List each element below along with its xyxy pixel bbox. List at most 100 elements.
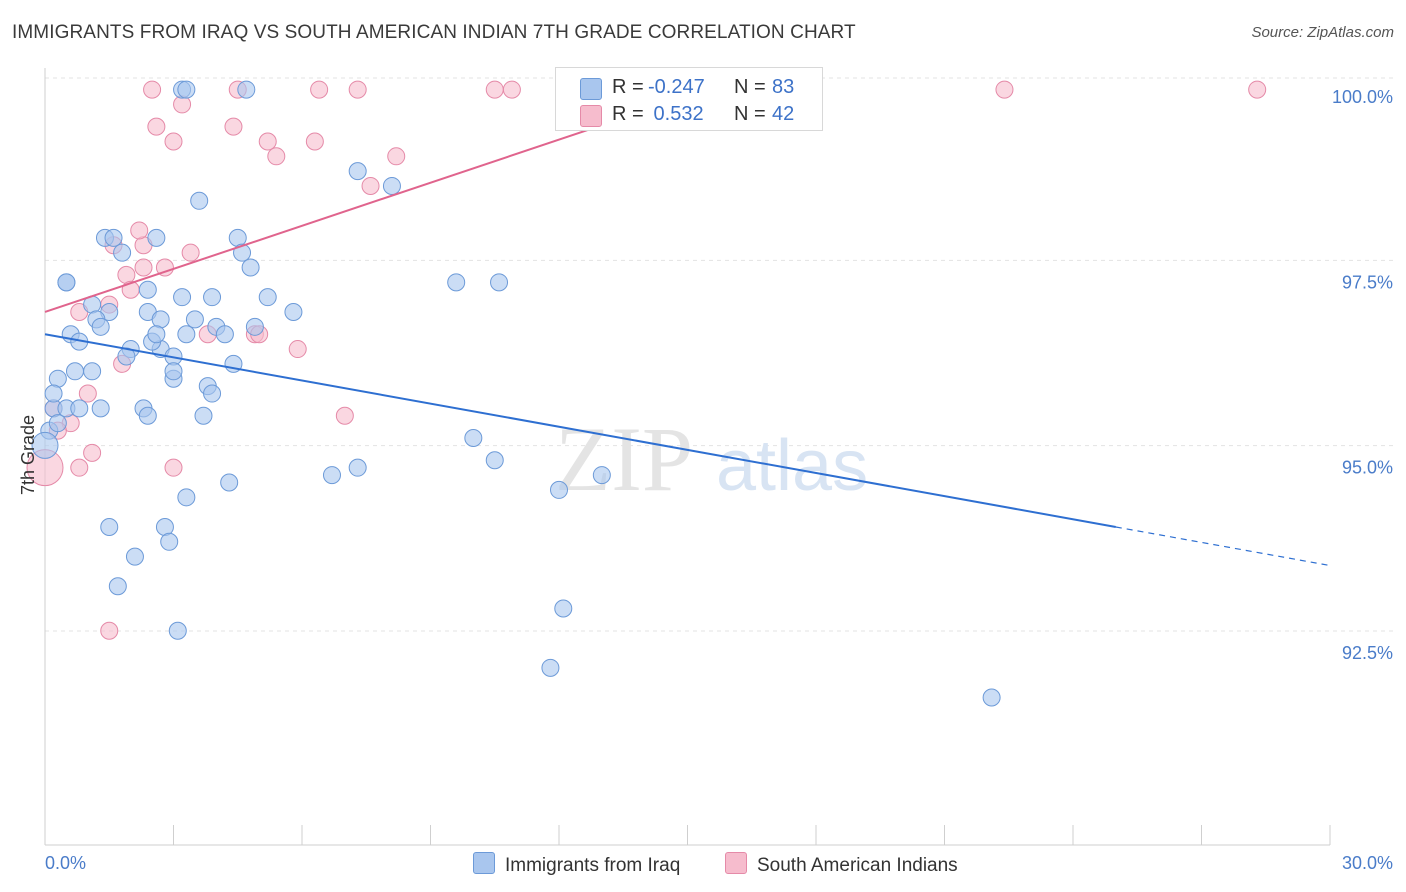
point-south-american (134, 258, 153, 277)
watermark-atlas: atlas (716, 426, 868, 506)
legend-n-value: 42 (772, 103, 795, 125)
point-south-american (155, 258, 174, 277)
gridlines (45, 77, 1395, 632)
point-iraq (203, 384, 222, 403)
point-south-american (485, 80, 504, 99)
point-iraq (382, 176, 401, 195)
bottom-legend: Immigrants from Iraq South American Indi… (0, 852, 1406, 878)
point-iraq (550, 480, 568, 499)
point-south-american (224, 117, 243, 136)
point-south-american (995, 80, 1014, 99)
legend-r-label: R = (612, 76, 644, 98)
point-iraq (147, 228, 166, 247)
point-south-american (310, 80, 329, 99)
legend-n-label: N = (734, 76, 766, 98)
point-south-american (100, 621, 119, 640)
point-south-american (502, 80, 521, 99)
point-south-american (147, 117, 166, 136)
y-tick-label: 100.0% (1332, 87, 1393, 107)
y-tick-label: 95.0% (1342, 458, 1393, 478)
point-iraq (31, 431, 59, 459)
point-iraq (147, 325, 166, 344)
point-south-american (288, 340, 307, 359)
bottom-legend-label: South American Indians (757, 855, 958, 876)
legend-r-label: R = (612, 103, 644, 125)
point-iraq (237, 80, 256, 99)
point-south-american (361, 176, 380, 195)
bottom-legend-label: Immigrants from Iraq (505, 855, 681, 876)
watermark-zip: ZIP (555, 408, 693, 510)
point-iraq (113, 243, 132, 262)
point-iraq (108, 577, 127, 596)
point-south-american (164, 458, 183, 477)
point-iraq (215, 325, 234, 344)
chart-title: IMMIGRANTS FROM IRAQ VS SOUTH AMERICAN I… (12, 22, 856, 43)
point-south-american (181, 243, 200, 262)
legend-swatch-pink (725, 852, 747, 874)
legend-swatch-pink (580, 105, 602, 127)
point-south-american (70, 458, 89, 477)
point-iraq (554, 599, 573, 618)
point-iraq (185, 310, 204, 329)
point-iraq (168, 621, 187, 640)
point-south-american (164, 132, 183, 151)
point-south-american (117, 265, 136, 284)
point-iraq (233, 243, 252, 262)
legend-r-value: 0.532 (648, 103, 704, 125)
point-iraq (258, 288, 277, 307)
y-tick-label: 92.5% (1342, 643, 1393, 663)
point-iraq (104, 228, 123, 247)
point-iraq (57, 273, 76, 292)
point-iraq (177, 488, 196, 507)
trend-line-iraq-extension (1115, 526, 1331, 567)
legend-r-value: -0.247 (648, 76, 705, 98)
y-axis-title: 7th Grade (18, 415, 38, 495)
point-south-american (143, 80, 162, 99)
point-iraq (982, 688, 1001, 707)
point-iraq (48, 414, 67, 433)
point-iraq (44, 384, 63, 403)
point-iraq (220, 473, 239, 492)
point-south-american (305, 132, 324, 151)
point-iraq (245, 317, 264, 336)
x-tick-label: 30.0% (1342, 853, 1393, 873)
point-iraq (160, 532, 179, 551)
point-iraq (464, 429, 483, 448)
point-south-american (258, 132, 277, 151)
bottom-legend-item-iraq: Immigrants from Iraq (473, 852, 680, 877)
point-iraq (65, 362, 84, 381)
point-iraq (155, 517, 174, 536)
point-iraq (48, 369, 67, 388)
point-iraq (447, 273, 466, 292)
point-iraq (194, 406, 213, 425)
point-iraq (485, 451, 504, 470)
point-iraq (91, 317, 110, 336)
point-iraq (241, 258, 260, 277)
point-iraq (91, 399, 110, 418)
bottom-legend-item-south-american: South American Indians (725, 852, 958, 877)
legend-n-label: N = (734, 103, 766, 125)
point-iraq (322, 466, 341, 485)
point-south-american (267, 147, 286, 166)
legend-swatch-blue (473, 852, 495, 874)
point-iraq (284, 302, 303, 321)
point-iraq (348, 162, 367, 181)
point-iraq (138, 280, 157, 299)
stats-legend: R = -0.247 N = 83 R = 0.532 N = 42 (555, 67, 823, 131)
point-south-american (78, 384, 97, 403)
legend-swatch-blue (580, 78, 602, 100)
trend-line-iraq (44, 333, 1117, 528)
point-south-american (387, 147, 406, 166)
point-iraq (203, 288, 222, 307)
watermark: ZIP atlas (555, 408, 868, 510)
point-iraq (164, 362, 183, 381)
point-iraq (138, 406, 157, 425)
point-iraq (125, 547, 144, 566)
point-iraq (490, 273, 509, 292)
point-iraq (348, 458, 367, 477)
tick-labels: 92.5% 95.0% 97.5% 100.0% 0.0% 30.0% 7th Grade (18, 87, 1393, 873)
point-iraq (190, 191, 209, 210)
source-credit: Source: ZipAtlas.com (1251, 24, 1394, 41)
point-south-american (335, 406, 354, 425)
